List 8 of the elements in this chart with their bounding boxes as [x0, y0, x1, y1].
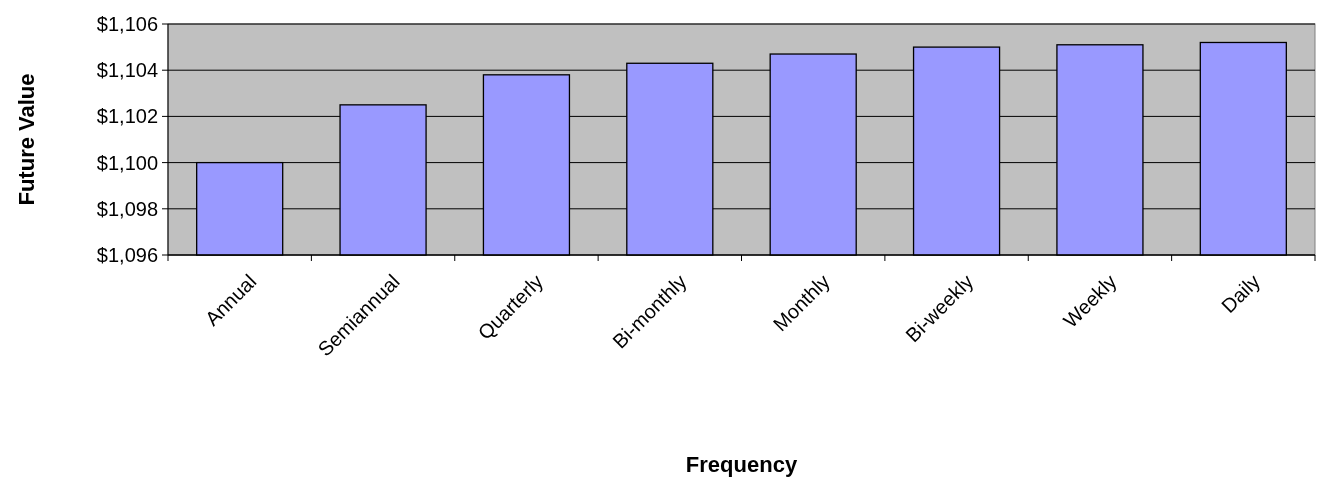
y-tick-label: $1,102 [96, 105, 158, 128]
y-tick-label: $1,098 [96, 197, 158, 220]
y-tick-label: $1,104 [96, 59, 158, 82]
y-axis-title: Future Value [14, 73, 39, 206]
y-tick-label: $1,100 [96, 151, 158, 174]
y-tick-label: $1,096 [96, 244, 158, 266]
y-tick-label: $1,106 [96, 13, 158, 35]
x-axis-title: Frequency [685, 452, 798, 477]
